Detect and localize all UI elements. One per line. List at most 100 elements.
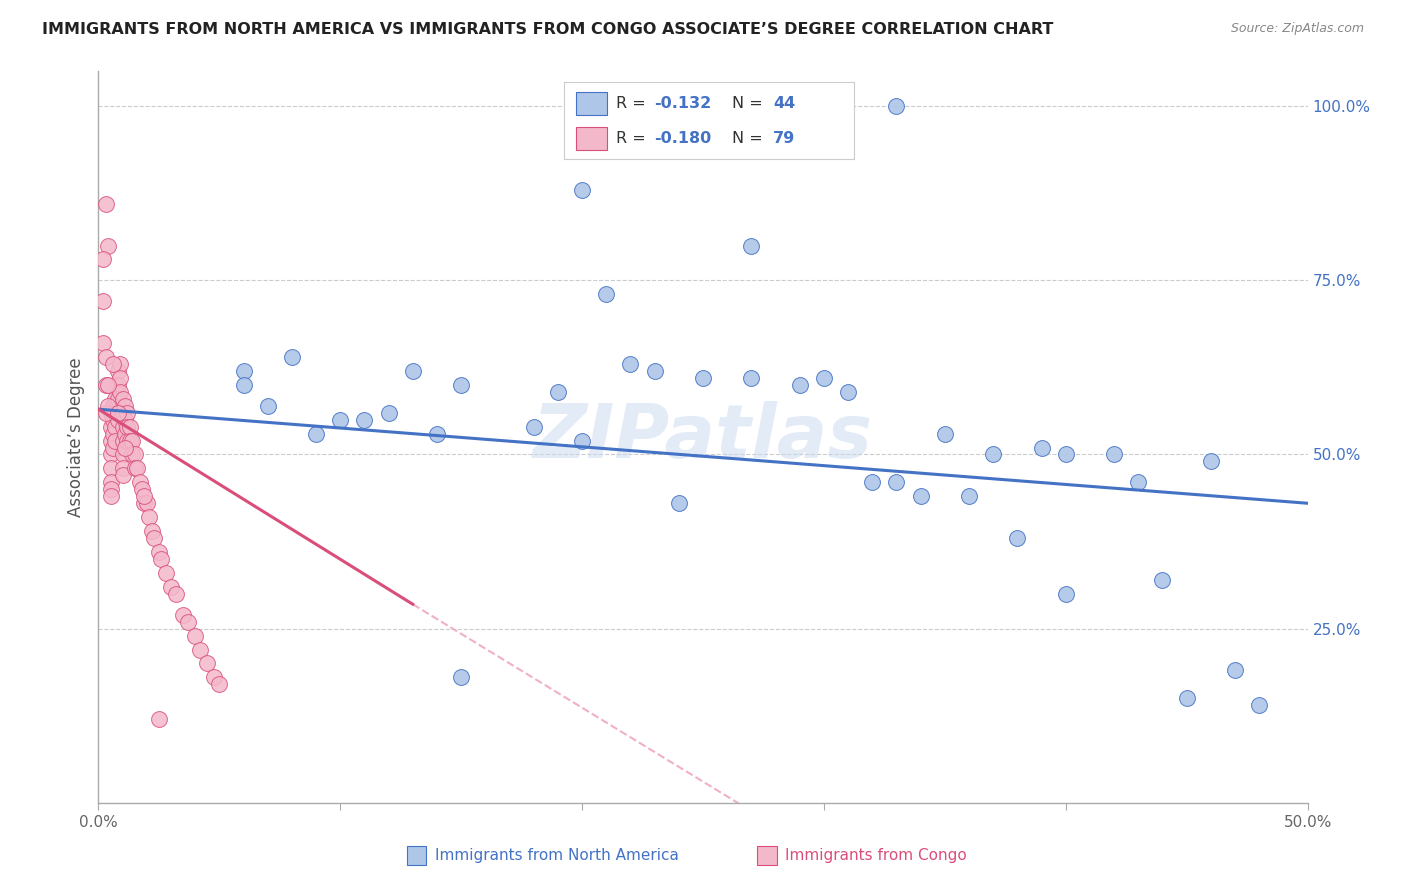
Point bbox=[934, 426, 956, 441]
Point bbox=[957, 489, 980, 503]
Point bbox=[111, 406, 134, 420]
Point bbox=[108, 406, 131, 420]
Point bbox=[1031, 441, 1053, 455]
Point bbox=[148, 712, 170, 726]
Text: IMMIGRANTS FROM NORTH AMERICA VS IMMIGRANTS FROM CONGO ASSOCIATE’S DEGREE CORREL: IMMIGRANTS FROM NORTH AMERICA VS IMMIGRA… bbox=[42, 22, 1053, 37]
Point bbox=[353, 412, 375, 426]
Point bbox=[644, 364, 666, 378]
Point bbox=[118, 419, 141, 434]
Point bbox=[100, 434, 122, 448]
Point bbox=[1223, 664, 1246, 678]
Point bbox=[148, 545, 170, 559]
Point bbox=[107, 412, 129, 426]
Point bbox=[208, 677, 231, 691]
FancyBboxPatch shape bbox=[406, 846, 426, 865]
Point bbox=[668, 496, 690, 510]
Point bbox=[121, 448, 143, 462]
Point bbox=[117, 434, 139, 448]
Point bbox=[101, 357, 124, 371]
FancyBboxPatch shape bbox=[758, 846, 776, 865]
Point bbox=[860, 475, 883, 490]
Text: Source: ZipAtlas.com: Source: ZipAtlas.com bbox=[1230, 22, 1364, 36]
Point bbox=[232, 377, 254, 392]
Point bbox=[1054, 587, 1077, 601]
Point bbox=[789, 377, 811, 392]
Point bbox=[117, 406, 139, 420]
Point bbox=[118, 434, 141, 448]
Point bbox=[450, 377, 472, 392]
Point bbox=[571, 434, 593, 448]
Y-axis label: Associate’s Degree: Associate’s Degree bbox=[66, 358, 84, 516]
Point bbox=[135, 496, 157, 510]
Point bbox=[111, 434, 134, 448]
Point bbox=[305, 426, 328, 441]
Point bbox=[232, 364, 254, 378]
Point bbox=[94, 406, 117, 420]
Point bbox=[329, 412, 352, 426]
Point bbox=[886, 475, 908, 490]
Point bbox=[204, 670, 226, 684]
Point bbox=[101, 426, 124, 441]
Point bbox=[111, 419, 134, 434]
Point bbox=[117, 419, 139, 434]
Point bbox=[104, 406, 127, 420]
Point bbox=[108, 357, 131, 371]
Point bbox=[111, 468, 134, 483]
Point bbox=[281, 350, 304, 364]
Point bbox=[107, 377, 129, 392]
Point bbox=[195, 657, 218, 671]
Point bbox=[134, 489, 156, 503]
Point bbox=[100, 489, 122, 503]
Point bbox=[523, 419, 546, 434]
Point bbox=[377, 406, 399, 420]
Point bbox=[426, 426, 449, 441]
Point bbox=[165, 587, 187, 601]
Point bbox=[172, 607, 194, 622]
Point bbox=[100, 475, 122, 490]
Point bbox=[134, 496, 156, 510]
Point bbox=[1249, 698, 1271, 713]
Point bbox=[100, 419, 122, 434]
Point bbox=[1175, 691, 1198, 706]
Point bbox=[111, 461, 134, 475]
Point bbox=[114, 412, 136, 426]
Point bbox=[121, 434, 143, 448]
Point bbox=[740, 371, 762, 385]
Point bbox=[114, 426, 136, 441]
Point bbox=[108, 371, 131, 385]
Point bbox=[619, 357, 641, 371]
Point bbox=[571, 183, 593, 197]
Point bbox=[692, 371, 714, 385]
Point bbox=[547, 384, 569, 399]
Point bbox=[141, 524, 163, 538]
Point bbox=[184, 629, 207, 643]
Point bbox=[837, 384, 859, 399]
Point bbox=[160, 580, 183, 594]
Point bbox=[114, 399, 136, 413]
Point bbox=[256, 399, 278, 413]
Text: ZIPatlas: ZIPatlas bbox=[533, 401, 873, 474]
Point bbox=[450, 670, 472, 684]
Point bbox=[128, 475, 150, 490]
Point bbox=[97, 399, 120, 413]
Point bbox=[111, 392, 134, 406]
Point bbox=[114, 441, 136, 455]
Point bbox=[101, 399, 124, 413]
Point bbox=[1128, 475, 1150, 490]
Point bbox=[107, 392, 129, 406]
Point bbox=[91, 252, 114, 267]
Point bbox=[150, 552, 173, 566]
Point bbox=[127, 461, 149, 475]
Point bbox=[91, 294, 114, 309]
Point bbox=[100, 483, 122, 497]
Point bbox=[1007, 531, 1029, 545]
Point bbox=[740, 238, 762, 252]
Point bbox=[100, 406, 122, 420]
Point bbox=[188, 642, 211, 657]
Point bbox=[107, 406, 129, 420]
Point bbox=[104, 377, 127, 392]
Point bbox=[1102, 448, 1125, 462]
Point bbox=[104, 419, 127, 434]
Point bbox=[108, 384, 131, 399]
Point bbox=[1199, 454, 1222, 468]
